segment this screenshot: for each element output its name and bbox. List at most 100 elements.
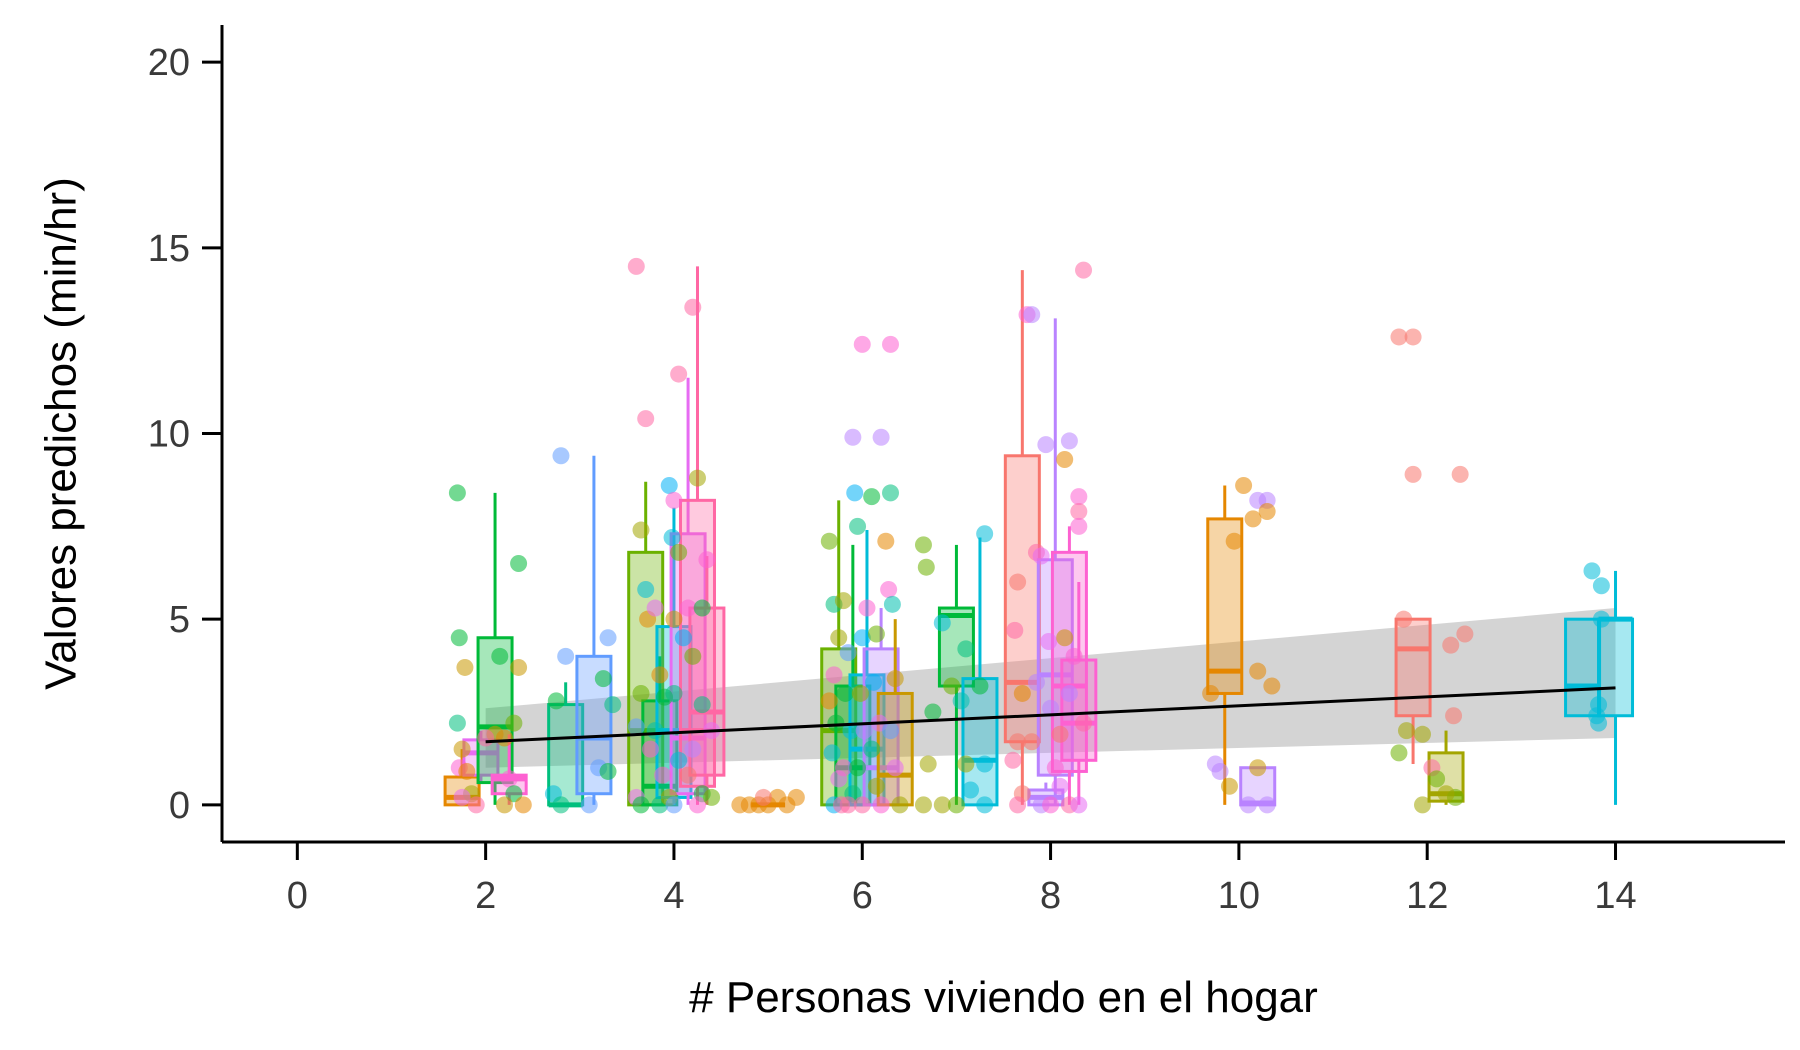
y-tick-label: 5	[169, 599, 190, 641]
data-point	[917, 558, 935, 576]
data-point	[698, 551, 716, 569]
data-point	[552, 447, 570, 465]
data-point	[1202, 684, 1220, 702]
data-point	[1060, 432, 1078, 450]
fit-line-layer	[485, 686, 1616, 744]
data-point	[599, 762, 617, 780]
data-point	[1413, 796, 1431, 814]
data-point	[1211, 762, 1229, 780]
data-point	[863, 488, 881, 506]
data-point	[654, 766, 672, 784]
data-point	[491, 647, 509, 665]
data-point	[882, 722, 900, 740]
data-point	[853, 796, 871, 814]
x-axis-title: # Personas viviendo en el hogar	[689, 973, 1318, 1022]
data-point	[514, 796, 532, 814]
data-point	[836, 684, 854, 702]
data-point	[458, 762, 476, 780]
data-point	[882, 484, 900, 502]
data-point	[1040, 632, 1058, 650]
boxplot	[1394, 617, 1432, 765]
data-point	[851, 684, 869, 702]
data-point	[1590, 714, 1608, 732]
data-point	[510, 554, 528, 572]
data-point	[839, 796, 857, 814]
data-point	[891, 796, 909, 814]
data-point	[604, 696, 622, 714]
data-point	[599, 629, 617, 647]
data-point	[1037, 436, 1055, 454]
data-point	[919, 755, 937, 773]
axes: 0 2 4 6 8 10 12 14 0 5 10 15 20	[148, 25, 1785, 917]
data-point	[1456, 625, 1474, 643]
data-point	[670, 543, 688, 561]
data-point	[1397, 722, 1415, 740]
data-point	[674, 629, 692, 647]
data-point	[693, 599, 711, 617]
data-point	[688, 469, 706, 487]
data-point	[886, 759, 904, 777]
data-point	[637, 580, 655, 598]
data-point	[500, 770, 518, 788]
data-point	[1592, 577, 1610, 595]
data-point	[886, 670, 904, 688]
data-point	[1056, 629, 1074, 647]
data-point	[1404, 465, 1422, 483]
data-point	[1023, 306, 1041, 324]
data-point	[820, 532, 838, 550]
x-tick-label: 14	[1594, 875, 1636, 917]
data-point	[976, 796, 994, 814]
y-axis-title: Valores predichos (min/hr)	[36, 177, 85, 690]
data-point	[823, 744, 841, 762]
data-point	[456, 658, 474, 676]
data-point	[820, 692, 838, 710]
data-point	[827, 714, 845, 732]
data-point	[1258, 796, 1276, 814]
data-point	[505, 714, 523, 732]
x-tick-label: 6	[852, 875, 873, 917]
data-point	[688, 796, 706, 814]
data-point	[646, 599, 664, 617]
data-point	[842, 722, 860, 740]
data-point	[1225, 532, 1243, 550]
data-point	[641, 740, 659, 758]
data-point	[1445, 707, 1463, 725]
data-point	[1075, 714, 1093, 732]
data-point	[1437, 785, 1455, 803]
x-tick-label: 8	[1040, 875, 1061, 917]
data-point	[1009, 796, 1027, 814]
data-point	[952, 692, 970, 710]
data-point	[703, 788, 721, 806]
data-point	[849, 759, 867, 777]
data-point	[448, 714, 466, 732]
data-point	[1220, 777, 1238, 795]
data-point	[1060, 684, 1078, 702]
data-point	[880, 580, 898, 598]
data-point	[627, 718, 645, 736]
data-point	[1023, 733, 1041, 751]
data-point	[1249, 759, 1267, 777]
data-point	[867, 625, 885, 643]
data-point	[1070, 517, 1088, 535]
data-point	[670, 751, 688, 769]
data-point	[865, 673, 883, 691]
data-point	[882, 335, 900, 353]
data-point	[1009, 573, 1027, 591]
data-point	[1413, 725, 1431, 743]
data-point	[1070, 796, 1088, 814]
data-point	[830, 629, 848, 647]
data-point	[844, 428, 862, 446]
data-point	[933, 796, 951, 814]
boxplot	[1003, 270, 1041, 805]
data-point	[448, 484, 466, 502]
data-point	[1051, 777, 1069, 795]
data-point	[637, 410, 655, 428]
data-point	[1070, 502, 1088, 520]
data-point	[1013, 684, 1031, 702]
data-point	[505, 785, 523, 803]
data-point	[1032, 547, 1050, 565]
data-point	[957, 640, 975, 658]
data-point	[853, 335, 871, 353]
